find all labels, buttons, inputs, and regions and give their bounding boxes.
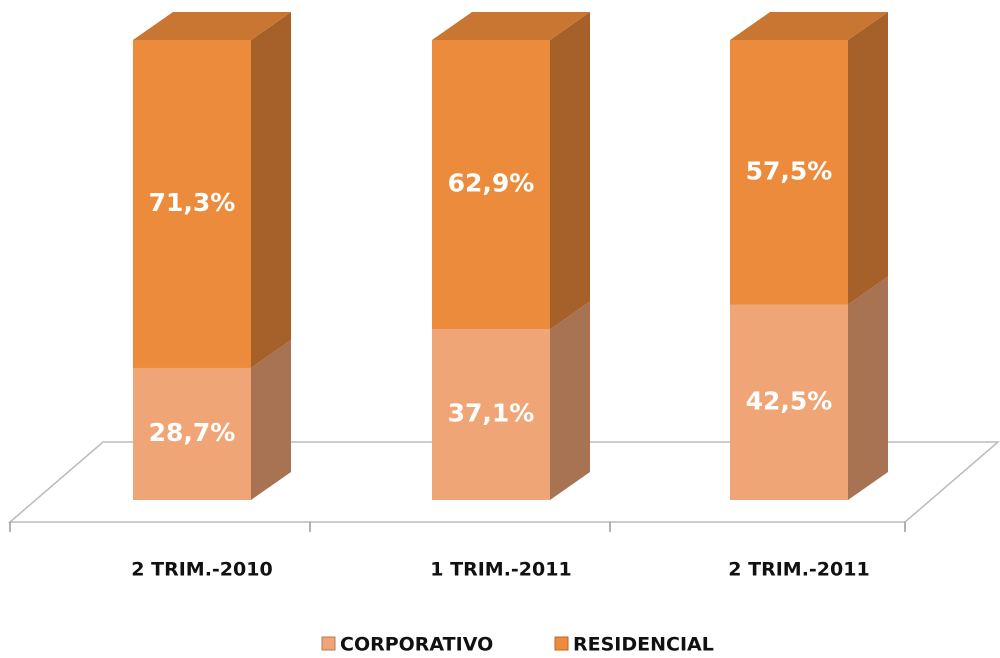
bar-side bbox=[550, 12, 590, 330]
legend-label: RESIDENCIAL bbox=[573, 634, 714, 656]
legend-swatch bbox=[554, 636, 569, 651]
bar-top bbox=[730, 12, 888, 40]
bar-side bbox=[848, 12, 888, 305]
bar-top bbox=[133, 12, 291, 40]
bar-front bbox=[730, 40, 848, 305]
value-label: 28,7% bbox=[149, 418, 236, 447]
value-label: 42,5% bbox=[746, 386, 833, 415]
bar-front bbox=[133, 40, 251, 368]
bar-side bbox=[251, 12, 291, 368]
floor-ticks bbox=[9, 522, 906, 532]
bar-side bbox=[550, 301, 590, 500]
x-tick-label: 1 TRIM.-2011 bbox=[430, 559, 571, 581]
value-label: 62,9% bbox=[448, 169, 535, 198]
value-label: 71,3% bbox=[149, 188, 236, 217]
bar-front bbox=[133, 367, 251, 500]
bar-front bbox=[432, 329, 550, 500]
bar-top bbox=[432, 12, 590, 40]
value-label: 57,5% bbox=[746, 156, 833, 185]
bar-front bbox=[432, 40, 550, 330]
bar-side bbox=[848, 276, 888, 500]
bar-side bbox=[251, 339, 291, 500]
value-label: 37,1% bbox=[448, 399, 535, 428]
x-tick-label: 2 TRIM.-2011 bbox=[728, 559, 869, 581]
x-tick-label: 2 TRIM.-2010 bbox=[131, 559, 272, 581]
legend-label: CORPORATIVO bbox=[340, 634, 493, 656]
legend-swatch bbox=[321, 636, 336, 651]
bar-front bbox=[730, 304, 848, 500]
